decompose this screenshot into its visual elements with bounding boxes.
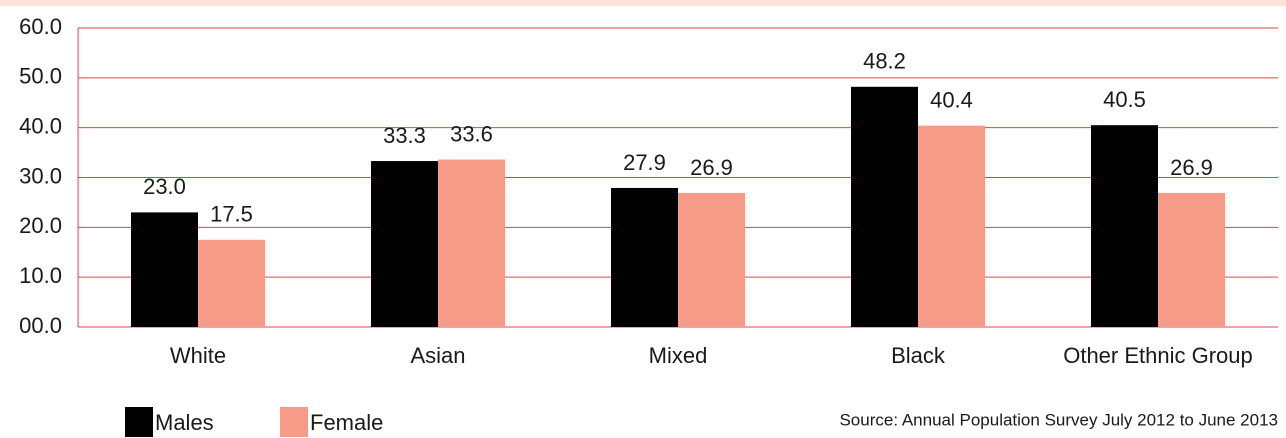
value-label: 33.6 [450,121,493,146]
bar [198,239,265,327]
legend-label: Female [310,410,383,435]
bar [371,161,438,327]
y-tick-label: 40.0 [19,113,62,138]
legend-swatch [125,407,153,437]
top-band [0,0,1286,6]
value-label: 40.5 [1103,87,1146,112]
value-label: 17.5 [210,202,253,227]
y-tick-label: 00.0 [19,313,62,338]
y-tick-label: 10.0 [19,263,62,288]
bar [131,212,198,327]
x-tick-label: Other Ethnic Group [1063,343,1253,368]
legend-label: Males [155,410,214,435]
legend-swatch [280,407,308,437]
value-label: 33.3 [383,123,426,148]
source-note: Source: Annual Population Survey July 20… [839,410,1278,429]
value-label: 40.4 [930,87,973,112]
y-tick-label: 20.0 [19,213,62,238]
value-label: 48.2 [863,49,906,74]
value-label: 26.9 [1170,155,1213,180]
bar [851,86,918,327]
y-tick-label: 50.0 [19,64,62,89]
x-tick-label: Mixed [649,343,708,368]
value-label: 27.9 [623,150,666,175]
bar [1158,192,1225,327]
bar [918,125,985,327]
bar [1091,125,1158,327]
bar [611,187,678,327]
y-tick-label: 60.0 [19,14,62,39]
bar [678,192,745,327]
value-label: 23.0 [143,174,186,199]
x-tick-label: Black [891,343,946,368]
x-tick-label: White [170,343,226,368]
y-tick-label: 30.0 [19,163,62,188]
bar [438,159,505,327]
x-tick-label: Asian [410,343,465,368]
value-label: 26.9 [690,155,733,180]
